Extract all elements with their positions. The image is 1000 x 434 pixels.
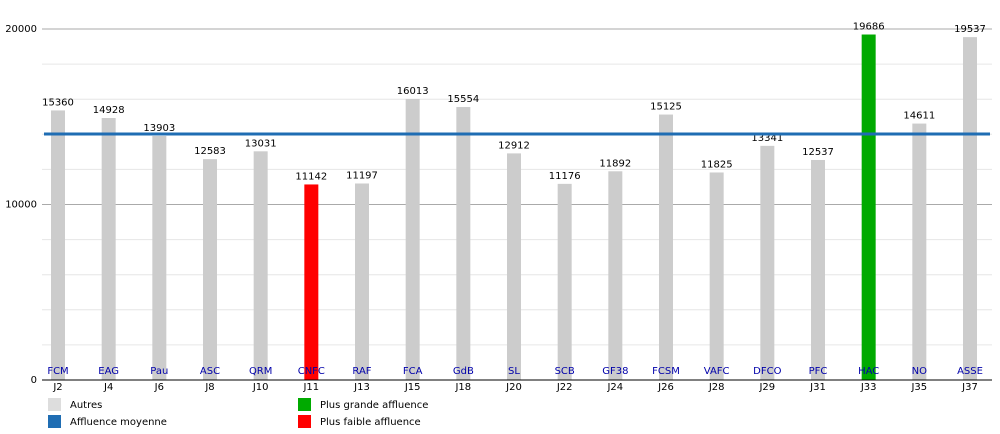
value-label: 12583	[194, 146, 226, 157]
team-label: RAF	[352, 366, 371, 377]
team-label: Pau	[150, 366, 168, 377]
legend-swatch	[298, 398, 311, 411]
team-label: EAG	[98, 366, 119, 377]
x-tick-label: J15	[404, 382, 421, 393]
bar	[456, 107, 471, 381]
x-tick-label: J37	[961, 382, 978, 393]
value-label: 14928	[93, 105, 125, 116]
y-tick-label: 10000	[5, 200, 37, 211]
value-label: 11825	[701, 159, 733, 170]
value-label: 12537	[802, 147, 834, 158]
value-label: 11176	[549, 171, 581, 182]
x-tick-label: J22	[556, 382, 573, 393]
x-tick-label: J8	[204, 382, 214, 393]
value-label: 11142	[295, 171, 327, 182]
value-label: 13903	[143, 123, 175, 134]
legend-label: Autres	[70, 400, 102, 411]
team-label: FCM	[47, 366, 68, 377]
team-label: ASSE	[957, 366, 983, 377]
bar	[253, 151, 268, 380]
bar	[861, 34, 876, 380]
legend-label: Plus faible affluence	[320, 417, 421, 428]
team-label: FCA	[403, 366, 423, 377]
x-tick-label: J26	[657, 382, 674, 393]
value-label: 14611	[903, 111, 935, 122]
bar	[51, 110, 65, 380]
value-label: 12912	[498, 140, 530, 151]
legend-label: Affluence moyenne	[70, 417, 167, 428]
team-label: NO	[912, 366, 927, 377]
x-tick-label: J6	[154, 382, 164, 393]
value-label: 15125	[650, 102, 682, 113]
y-tick-label: 0	[31, 375, 37, 386]
x-tick-label: J18	[454, 382, 471, 393]
team-label: GdB	[453, 366, 474, 377]
team-label: PFC	[809, 366, 828, 377]
legend-swatch	[48, 398, 61, 411]
team-label: DFCO	[753, 366, 781, 377]
x-tick-label: J4	[103, 382, 113, 393]
x-tick-label: J33	[860, 382, 877, 393]
team-label: QRM	[249, 366, 272, 377]
bar	[659, 114, 673, 381]
x-tick-label: J10	[252, 382, 269, 393]
value-label: 13341	[751, 133, 783, 144]
team-label: HAC	[858, 366, 879, 377]
legend-swatch	[48, 415, 61, 428]
team-label: SL	[508, 366, 520, 377]
bar	[304, 184, 319, 380]
bar	[152, 136, 167, 380]
x-tick-label: J20	[505, 382, 522, 393]
bar	[760, 145, 775, 380]
value-label: 15554	[447, 94, 479, 105]
x-tick-label: J28	[708, 382, 725, 393]
bar	[203, 159, 217, 380]
x-tick-label: J29	[758, 382, 775, 393]
y-tick-label: 20000	[5, 24, 37, 35]
bar	[709, 172, 724, 380]
value-label: 19537	[954, 24, 986, 35]
bar	[963, 37, 977, 381]
value-label: 11892	[599, 158, 631, 169]
legend-label: Plus grande affluence	[320, 400, 428, 411]
team-label: FCSM	[652, 366, 680, 377]
x-tick-label: J11	[302, 382, 319, 393]
team-label: ASC	[200, 366, 220, 377]
bar	[608, 171, 623, 380]
value-label: 16013	[397, 86, 429, 97]
bar	[405, 98, 420, 380]
bar	[912, 123, 927, 380]
bar	[557, 183, 572, 380]
x-tick-label: J31	[809, 382, 826, 393]
value-label: 13031	[245, 138, 277, 149]
team-label: GF38	[602, 366, 628, 377]
bar	[811, 159, 825, 380]
bar	[355, 183, 369, 380]
team-label: VAFC	[704, 366, 730, 377]
team-label: CNFC	[298, 366, 325, 377]
x-tick-label: J13	[353, 382, 370, 393]
team-label: SCB	[555, 366, 575, 377]
x-tick-label: J35	[910, 382, 927, 393]
bar	[101, 118, 116, 380]
value-label: 15360	[42, 97, 74, 108]
value-label: 11197	[346, 170, 378, 181]
x-tick-label: J24	[606, 382, 623, 393]
bar	[507, 153, 521, 380]
x-tick-label: J2	[52, 382, 62, 393]
legend-swatch	[298, 415, 311, 428]
value-label: 19686	[853, 22, 885, 33]
